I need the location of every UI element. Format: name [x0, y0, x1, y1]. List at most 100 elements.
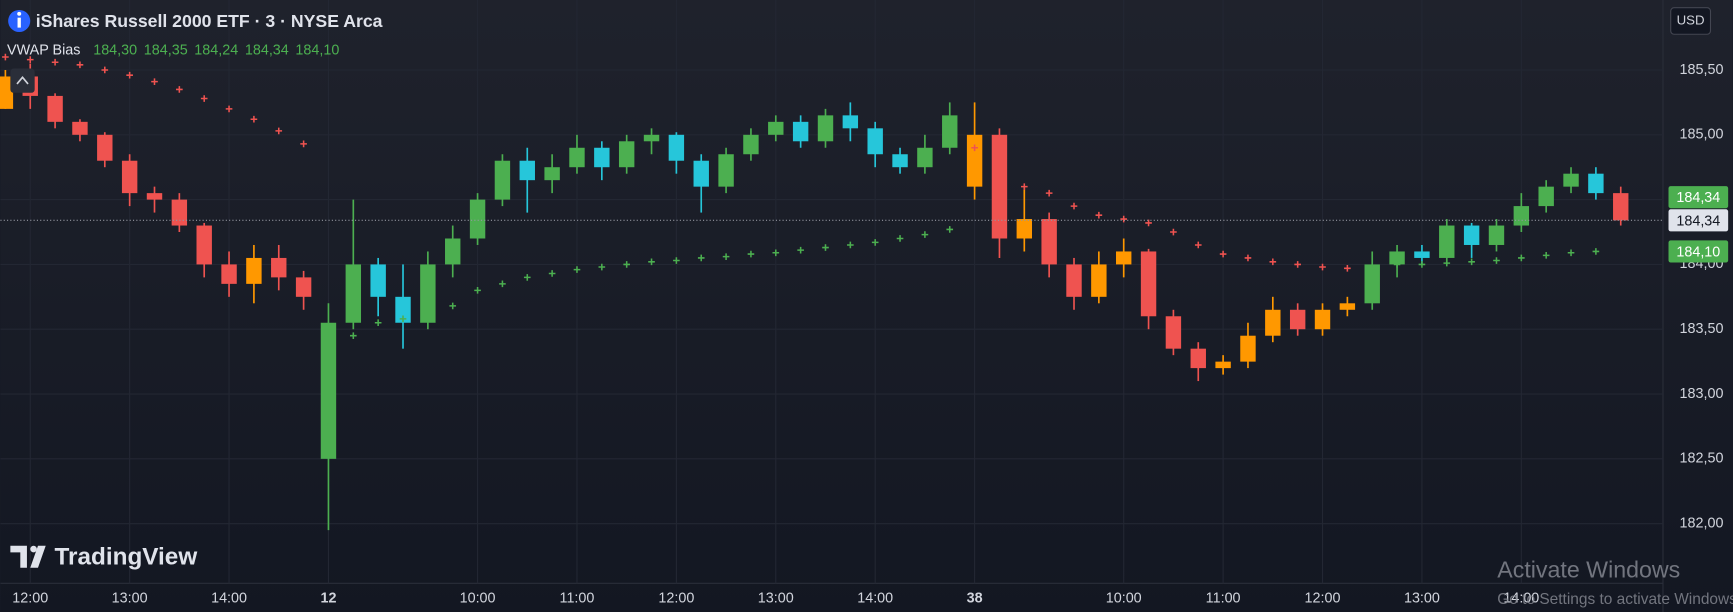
vwap-upper-point: [176, 86, 183, 93]
info-icon-glyph: [17, 17, 21, 28]
x-tick-label: 10:00: [460, 591, 496, 607]
candle-body: [1066, 264, 1082, 297]
candle-body: [1265, 309, 1281, 336]
candle-body: [1613, 193, 1629, 221]
vwap-upper-point: [1070, 202, 1078, 210]
x-tick-label: 11:00: [560, 591, 595, 607]
vwap-upper-point: [300, 140, 307, 148]
indicator-value: 184,34: [245, 43, 289, 59]
watermark: TradingView: [55, 543, 198, 570]
info-icon-dot: [17, 11, 22, 16]
collapse-caret: [16, 76, 29, 85]
vwap-lower-point: [449, 302, 457, 310]
candle-body: [47, 95, 63, 122]
activation-title: Activate Windows: [1497, 556, 1680, 582]
vwap-upper-point: [1045, 189, 1053, 197]
candle-body: [817, 115, 834, 142]
candle-body: [693, 160, 709, 187]
candle-body: [1513, 206, 1530, 226]
vwap-lower-point: [1493, 257, 1500, 264]
vwap-lower-point: [722, 253, 730, 260]
vwap-lower-point: [772, 249, 780, 257]
x-tick-label: 14:00: [857, 591, 893, 607]
plot: [0, 53, 1663, 531]
vwap-lower-point: [474, 287, 481, 294]
logo: [10, 545, 46, 568]
vwap-upper-point: [971, 144, 978, 152]
candle-body: [1289, 309, 1306, 330]
x-tick-label: 12:00: [658, 591, 694, 607]
vwap-lower-point: [697, 254, 705, 262]
candle-body: [395, 296, 411, 323]
candle-body: [1339, 303, 1356, 310]
vwap-upper-point: [1294, 261, 1301, 268]
price-label-box: [1668, 240, 1729, 263]
vwap-lower-point: [797, 246, 804, 254]
labels: 182,00182,50183,00183,50184,00184,50185,…: [12, 62, 1729, 607]
vwap-lower-point: [946, 226, 954, 233]
vwap-upper-point: [275, 127, 283, 135]
candle-body: [966, 134, 983, 187]
vwap-lower-point: [499, 280, 506, 288]
vwap-upper-point: [76, 61, 84, 69]
vwap-lower-point: [1592, 248, 1600, 255]
vwap-lower-point: [598, 263, 606, 271]
y-tick-label: 183,00: [1680, 386, 1724, 402]
vwap-lower-point: [1567, 249, 1575, 257]
x-tick-label: 14:00: [211, 591, 247, 607]
candle-body: [1364, 264, 1380, 304]
x-tick-label: 12:00: [12, 591, 48, 607]
vwap-lower-point: [623, 261, 630, 268]
indicator-value: 184,24: [194, 43, 238, 59]
candle-body: [867, 128, 883, 155]
vwap-upper-point: [51, 58, 59, 66]
indicator-value: 184,10: [295, 43, 339, 59]
x-tick-label: 13:00: [112, 591, 148, 607]
candle-body: [1190, 348, 1206, 369]
candle-body: [1488, 225, 1505, 245]
candle-body: [146, 193, 163, 200]
candle-body: [1463, 225, 1480, 245]
logo-icon: [10, 545, 46, 568]
indicator-value: 184,30: [93, 43, 137, 59]
vwap-lower-point: [523, 274, 531, 281]
vwap-upper-point: [1219, 250, 1227, 258]
candle-body: [469, 199, 486, 239]
vwap-upper-point: [26, 56, 34, 63]
candle-body: [1414, 251, 1430, 258]
vwap-lower-point: [747, 250, 755, 258]
price-label: 184,10: [1676, 244, 1720, 260]
candle-body: [618, 141, 635, 168]
vwap-upper-point: [2, 53, 9, 61]
vwap-lower-point: [1368, 263, 1376, 271]
last-price-label: 184,34: [1676, 213, 1720, 229]
y-tick-label: 183,50: [1680, 321, 1724, 337]
x-tick-label: 12:00: [1305, 591, 1341, 607]
candle-body: [892, 154, 908, 168]
candle-body: [320, 322, 337, 459]
candle-body: [370, 264, 386, 297]
collapse-button[interactable]: [10, 68, 35, 93]
vwap-lower-point: [847, 241, 854, 249]
candle-body: [569, 147, 585, 168]
currency-button[interactable]: [1670, 7, 1712, 35]
candle-body: [1240, 335, 1256, 362]
vwap-upper-point: [101, 66, 109, 74]
candle-body: [668, 134, 685, 161]
x-tick-label: 11:00: [1206, 591, 1241, 607]
x-tick-label: 13:00: [758, 591, 794, 607]
candle-body: [295, 277, 312, 297]
vwap-upper-point: [1170, 228, 1177, 236]
x-tick-label: 13:00: [1404, 591, 1440, 607]
indicator-name: VWAP Bias: [7, 43, 80, 59]
candle-body: [246, 257, 262, 284]
candle-body: [594, 147, 610, 168]
vwap-lower-point: [896, 235, 904, 242]
x-tick-label: 14:00: [1503, 591, 1539, 607]
vwap-upper-point: [1020, 183, 1028, 190]
vwap-lower-point: [573, 266, 581, 273]
vwap-lower-point: [325, 423, 332, 430]
vwap-upper-point: [225, 105, 233, 113]
vwap-lower-point: [921, 231, 929, 238]
